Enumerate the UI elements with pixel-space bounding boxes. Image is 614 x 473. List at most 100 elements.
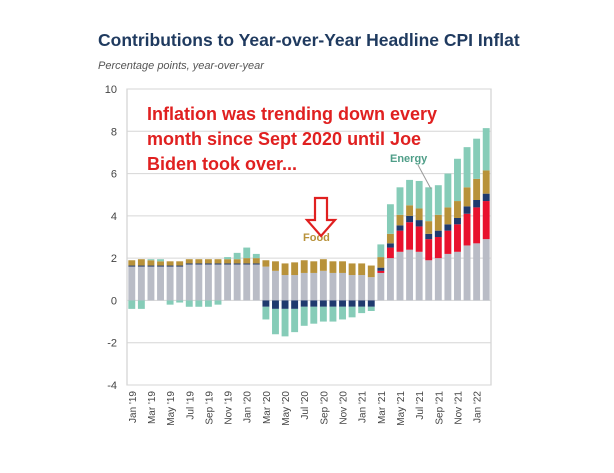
bar-segment bbox=[444, 207, 452, 225]
x-tick-label: May '19 bbox=[166, 391, 177, 426]
bar-segment bbox=[482, 193, 490, 202]
bar-segment bbox=[310, 306, 318, 324]
bar-segment bbox=[396, 187, 404, 215]
bar-segment bbox=[185, 259, 193, 264]
bar-segment bbox=[473, 178, 481, 200]
x-tick-label: May '20 bbox=[281, 391, 292, 426]
bar-segment bbox=[473, 200, 481, 208]
bar-segment bbox=[463, 187, 471, 207]
x-tick-label: Mar '19 bbox=[147, 391, 158, 424]
bar-segment bbox=[252, 258, 260, 264]
bar-segment bbox=[434, 185, 442, 215]
bar-segment bbox=[377, 270, 385, 273]
bar-segment bbox=[310, 300, 318, 307]
bar-segment bbox=[319, 300, 327, 307]
bar-segment bbox=[463, 206, 471, 214]
y-tick-label: 0 bbox=[111, 295, 117, 307]
bar-segment bbox=[444, 253, 452, 301]
x-tick-label: Jul '19 bbox=[185, 391, 196, 420]
y-tick-label: 2 bbox=[111, 253, 117, 265]
x-tick-label: Jul '20 bbox=[300, 391, 311, 420]
bar-segment bbox=[319, 259, 327, 271]
bar-segment bbox=[463, 245, 471, 301]
bar-segment bbox=[243, 258, 251, 264]
bar-segment bbox=[454, 224, 461, 252]
bar-segment bbox=[415, 251, 423, 301]
bar-segment bbox=[396, 251, 404, 301]
bar-segment bbox=[386, 204, 394, 234]
bar-segment bbox=[425, 239, 433, 261]
bar-segment bbox=[176, 265, 184, 267]
bar-segment bbox=[233, 259, 241, 264]
bar-segment bbox=[195, 259, 203, 264]
bar-segment bbox=[377, 244, 385, 258]
bar-segment bbox=[243, 247, 251, 259]
bar-segment bbox=[252, 253, 260, 259]
y-tick-label: -4 bbox=[107, 380, 117, 392]
bar-segment bbox=[444, 230, 452, 254]
bar-segment bbox=[147, 266, 155, 301]
bar-segment bbox=[310, 261, 318, 273]
bar-segment bbox=[300, 300, 308, 307]
bar-segment bbox=[137, 265, 145, 267]
x-tick-label: Jan '22 bbox=[473, 391, 484, 423]
bar-segment bbox=[386, 233, 394, 244]
bar-segment bbox=[473, 138, 481, 179]
bar-segment bbox=[185, 263, 193, 265]
y-tick-label: 4 bbox=[111, 211, 117, 223]
bar-segment bbox=[195, 264, 203, 301]
bar-segment bbox=[281, 308, 289, 337]
bar-segment bbox=[300, 306, 308, 326]
bar-segment bbox=[157, 259, 164, 262]
bar-segment bbox=[358, 306, 366, 314]
bar-segment bbox=[204, 300, 212, 307]
bar-segment bbox=[425, 221, 433, 234]
bar-segment bbox=[291, 300, 299, 309]
bar-segment bbox=[454, 158, 461, 202]
bar-segment bbox=[367, 265, 375, 278]
bar-segment bbox=[367, 300, 375, 307]
bar-segment bbox=[224, 263, 232, 265]
bar-segment bbox=[166, 261, 174, 266]
bar-segment bbox=[386, 243, 394, 248]
bar-segment bbox=[339, 306, 346, 320]
bar-segment bbox=[224, 257, 232, 260]
down-arrow-icon bbox=[304, 196, 338, 238]
energy-label: Energy bbox=[390, 153, 428, 165]
y-tick-label: -2 bbox=[107, 338, 117, 350]
bar-segment bbox=[454, 201, 461, 218]
bar-segment bbox=[406, 249, 414, 301]
bar-segment bbox=[406, 222, 414, 250]
bar-segment bbox=[176, 261, 184, 266]
bar-segment bbox=[204, 264, 212, 301]
bar-segment bbox=[137, 266, 145, 301]
bar-segment bbox=[195, 300, 203, 307]
x-tick-label: Sep '19 bbox=[204, 391, 215, 425]
bar-segment bbox=[214, 300, 222, 305]
bar-segment bbox=[406, 205, 414, 216]
bar-segment bbox=[329, 306, 337, 322]
bar-segment bbox=[262, 300, 270, 307]
bar-segment bbox=[358, 275, 366, 301]
bar-segment bbox=[300, 272, 308, 301]
bar-segment bbox=[214, 263, 222, 265]
x-tick-label: Nov '21 bbox=[453, 391, 464, 425]
bar-segment bbox=[281, 275, 289, 301]
bar-segment bbox=[415, 180, 423, 209]
food-label: Food bbox=[303, 232, 330, 244]
bar-segment bbox=[415, 208, 423, 221]
bar-segment bbox=[272, 270, 279, 301]
bar-segment bbox=[243, 264, 251, 301]
bar-segment bbox=[482, 128, 490, 171]
bar-segment bbox=[204, 263, 212, 265]
y-tick-label: 10 bbox=[105, 84, 117, 96]
bar-segment bbox=[147, 265, 155, 267]
bar-segment bbox=[377, 272, 385, 301]
bar-segment bbox=[377, 257, 385, 268]
x-tick-label: Sep '20 bbox=[319, 391, 330, 425]
bar-segment bbox=[386, 247, 394, 259]
bar-segment bbox=[396, 230, 404, 252]
energy-leader-line bbox=[417, 164, 432, 190]
bar-segment bbox=[272, 261, 279, 271]
